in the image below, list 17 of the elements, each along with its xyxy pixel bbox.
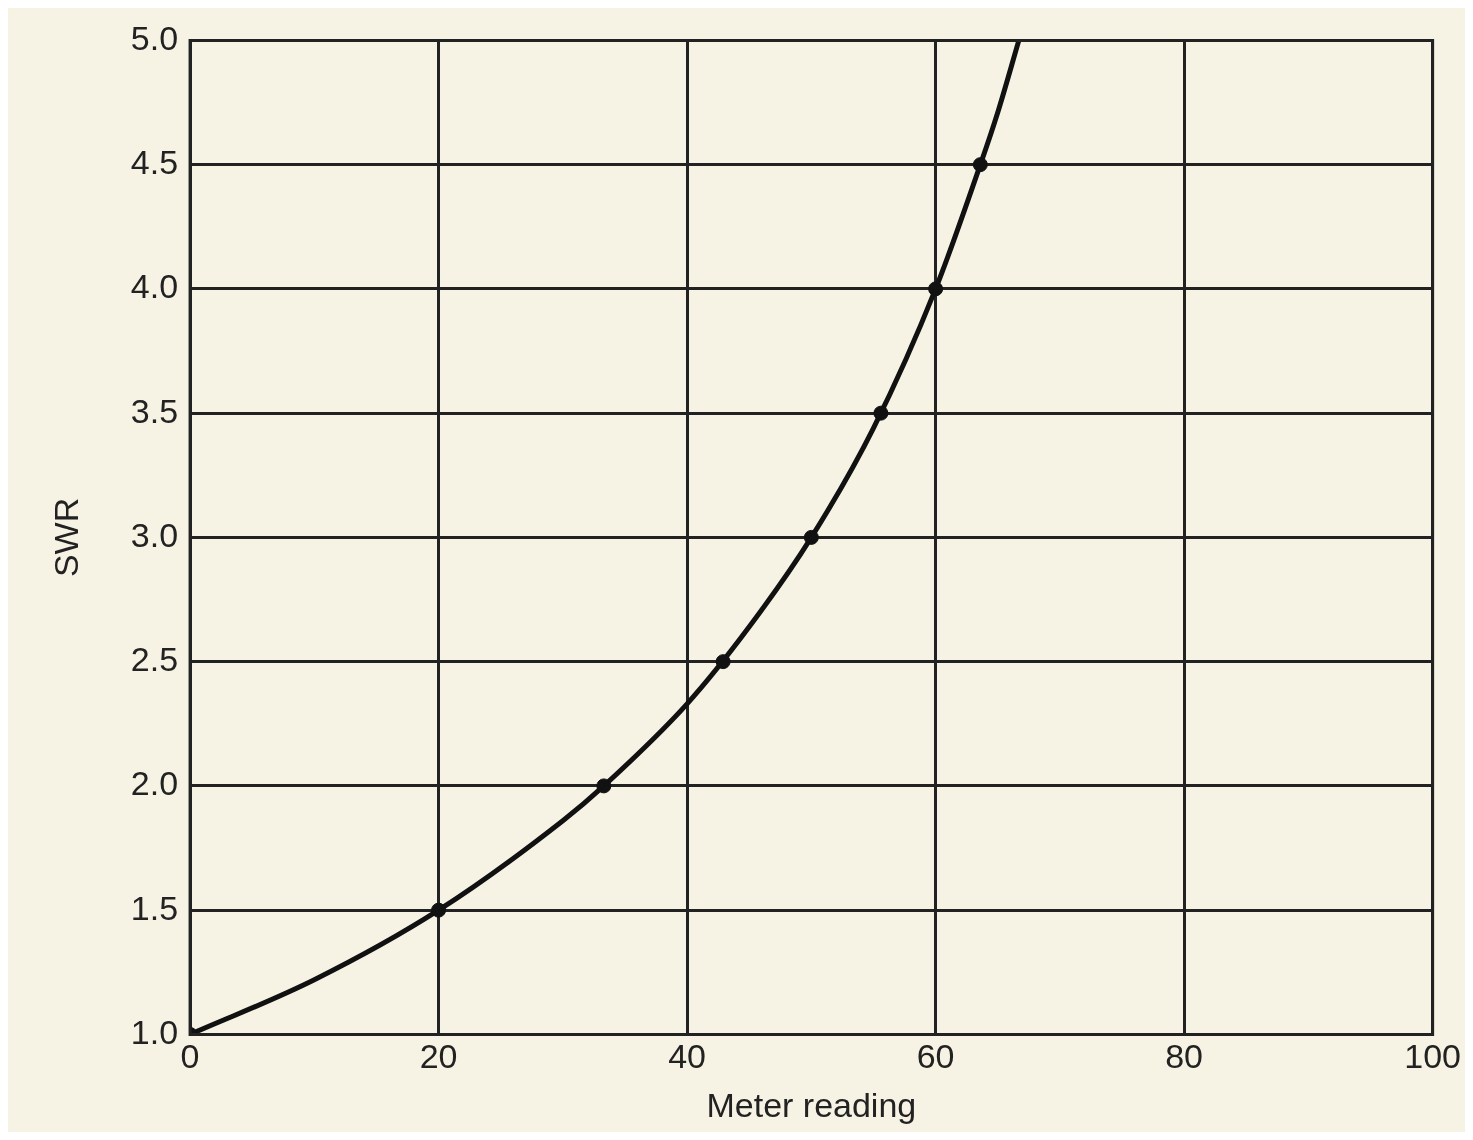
y-tick-label: 4.5 [130,143,179,182]
x-tick-label: 100 [1404,1037,1461,1076]
x-tick-label: 40 [668,1037,707,1076]
y-tick-label: 4.0 [130,267,179,306]
y-tick-label: 2.5 [130,640,179,679]
y-tick-label: 1.5 [130,888,179,927]
y-tick-label: 5.0 [130,18,179,57]
y-tick-label: 1.0 [130,1012,179,1051]
x-tick-label: 60 [916,1037,955,1076]
x-tick-label: 80 [1165,1037,1204,1076]
x-tick-label: 0 [180,1037,200,1076]
y-axis-title: SWR [46,497,85,578]
x-tick-label: 20 [419,1037,458,1076]
y-tick-label: 2.0 [130,764,179,803]
x-axis-title: Meter reading [706,1085,917,1124]
y-tick-label: 3.5 [130,391,179,430]
y-tick-label: 3.0 [130,515,179,554]
